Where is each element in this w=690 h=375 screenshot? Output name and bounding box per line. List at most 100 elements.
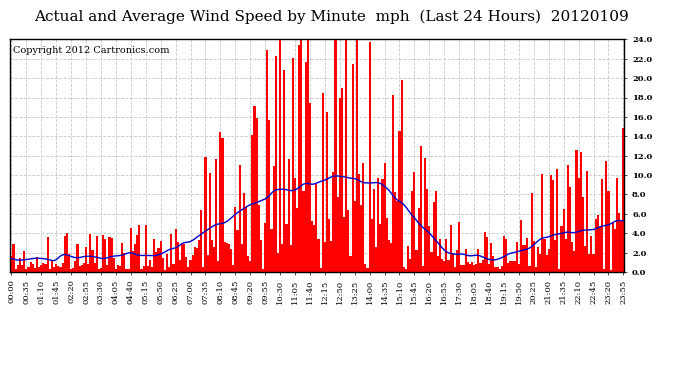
Bar [151,267,153,272]
Bar [573,251,575,272]
Bar [552,180,554,272]
Bar [392,94,394,272]
Bar [104,239,106,272]
Bar [315,184,317,272]
Bar [569,188,571,272]
Bar [556,169,558,272]
Bar [607,191,609,272]
Bar [102,235,104,272]
Bar [251,135,253,272]
Bar [12,244,14,272]
Bar [591,236,593,272]
Bar [228,244,230,272]
Bar [484,232,486,272]
Bar [98,270,100,272]
Bar [206,255,208,272]
Bar [194,248,196,272]
Bar [221,138,224,272]
Bar [550,175,552,272]
Bar [324,242,326,272]
Bar [560,226,562,272]
Bar [124,253,126,272]
Bar [578,178,580,272]
Bar [298,45,300,272]
Bar [603,269,605,272]
Bar [32,264,34,272]
Bar [149,260,151,272]
Bar [177,242,179,272]
Bar [185,256,187,272]
Bar [292,58,294,272]
Bar [286,224,288,272]
Bar [473,265,475,272]
Bar [175,229,177,272]
Bar [445,239,448,272]
Bar [497,267,499,272]
Bar [466,262,469,272]
Bar [595,219,597,272]
Bar [537,247,539,272]
Bar [328,219,331,272]
Bar [575,150,578,272]
Bar [458,222,460,272]
Bar [190,260,192,272]
Bar [132,251,134,272]
Bar [138,225,141,272]
Bar [226,243,228,272]
Bar [390,243,392,272]
Bar [380,224,382,272]
Bar [494,267,497,272]
Bar [558,269,560,272]
Bar [270,229,273,272]
Bar [309,103,311,272]
Bar [277,252,279,272]
Bar [448,260,450,272]
Bar [28,267,30,272]
Bar [317,239,319,272]
Bar [515,242,518,272]
Bar [548,249,550,272]
Bar [443,261,445,272]
Bar [202,267,204,272]
Bar [55,264,57,272]
Bar [431,252,433,272]
Bar [198,240,200,272]
Bar [44,264,47,272]
Bar [66,233,68,272]
Bar [215,159,217,272]
Bar [413,172,415,272]
Bar [273,166,275,272]
Bar [57,266,59,272]
Bar [243,193,245,272]
Bar [356,40,358,272]
Bar [311,220,313,272]
Bar [302,190,304,272]
Bar [415,250,417,272]
Bar [136,235,138,272]
Bar [63,236,66,272]
Bar [382,178,384,272]
Bar [384,163,386,272]
Bar [83,263,85,272]
Bar [584,246,586,272]
Bar [219,132,221,272]
Bar [119,266,121,272]
Bar [87,264,89,272]
Bar [157,248,159,272]
Bar [620,220,622,272]
Bar [354,201,356,272]
Bar [70,268,72,272]
Bar [234,207,237,272]
Bar [366,268,368,272]
Bar [266,50,268,272]
Bar [210,240,213,272]
Bar [143,267,145,272]
Bar [588,254,591,272]
Bar [377,178,380,272]
Bar [204,158,206,272]
Bar [179,260,181,272]
Bar [288,159,290,272]
Bar [441,259,443,272]
Bar [117,265,119,272]
Bar [36,256,38,272]
